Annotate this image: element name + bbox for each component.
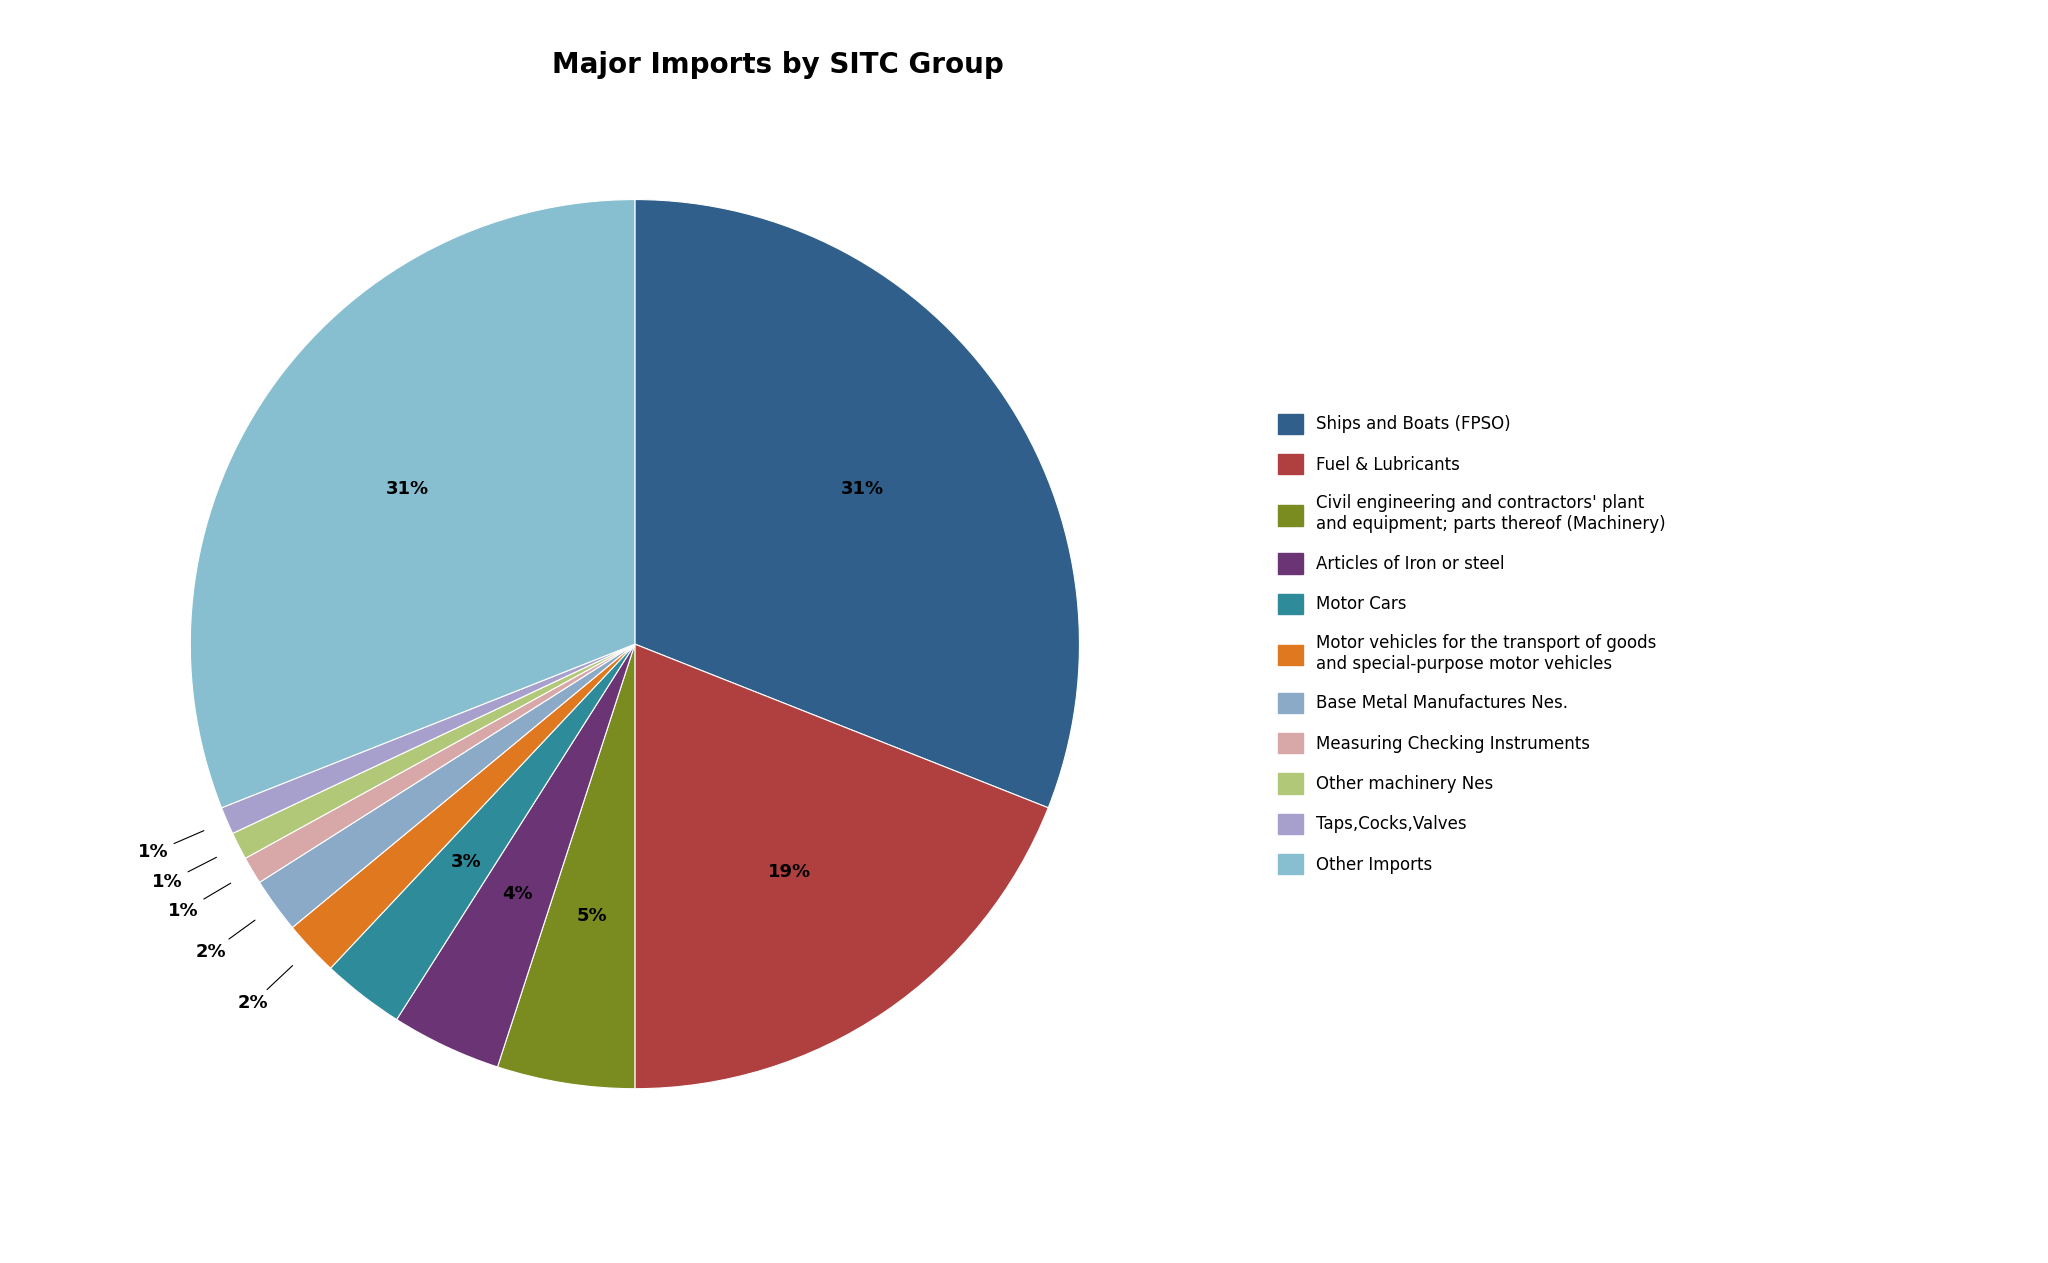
- Text: 4%: 4%: [502, 884, 532, 903]
- Wedge shape: [635, 644, 1049, 1089]
- Text: 2%: 2%: [195, 921, 256, 961]
- Text: 3%: 3%: [451, 853, 481, 871]
- Wedge shape: [260, 644, 635, 927]
- Text: 1%: 1%: [137, 831, 205, 861]
- Wedge shape: [635, 200, 1079, 808]
- Legend: Ships and Boats (FPSO), Fuel & Lubricants, Civil engineering and contractors' pl: Ships and Boats (FPSO), Fuel & Lubricant…: [1278, 414, 1667, 874]
- Text: 19%: 19%: [768, 863, 811, 882]
- Wedge shape: [397, 644, 635, 1067]
- Wedge shape: [330, 644, 635, 1019]
- Text: 1%: 1%: [168, 883, 231, 921]
- Text: 5%: 5%: [575, 907, 606, 926]
- Text: 1%: 1%: [152, 858, 217, 892]
- Text: 2%: 2%: [238, 966, 293, 1012]
- Text: 31%: 31%: [842, 480, 885, 498]
- Wedge shape: [246, 644, 635, 883]
- Wedge shape: [233, 644, 635, 859]
- Wedge shape: [221, 644, 635, 834]
- Text: Major Imports by SITC Group: Major Imports by SITC Group: [553, 51, 1004, 78]
- Wedge shape: [190, 200, 635, 808]
- Wedge shape: [498, 644, 635, 1089]
- Text: 31%: 31%: [385, 480, 428, 498]
- Wedge shape: [293, 644, 635, 969]
